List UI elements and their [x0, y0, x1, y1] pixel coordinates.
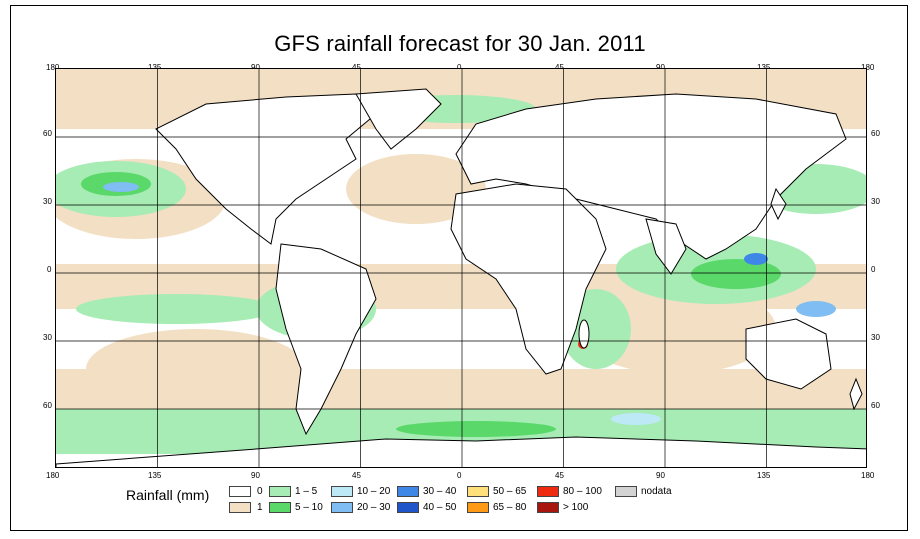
- legend-swatch-7: [397, 502, 419, 513]
- continent-outlines: [56, 88, 866, 467]
- graticule: [56, 69, 866, 467]
- rain-patch-natlantic: [346, 154, 486, 224]
- legend-label-7: 40 – 50: [423, 502, 457, 513]
- lon-tick-top-5: 0: [457, 64, 461, 72]
- lat-tick-left-4: 30: [43, 333, 52, 342]
- rain-mod-south-atlantic: [396, 421, 556, 437]
- rain-patch-indian: [576, 284, 776, 374]
- lat-tick-right-3: 0: [871, 265, 876, 274]
- rain-patch-spacific: [86, 329, 306, 409]
- map-canvas: [56, 69, 866, 467]
- chart-title: GFS rainfall forecast for 30 Jan. 2011: [274, 31, 646, 56]
- lon-tick-bottom-3: 90: [251, 471, 260, 480]
- legend-swatch-0: [229, 486, 251, 497]
- land-antarctica: [56, 436, 866, 467]
- lon-tick-bottom-8: 135: [757, 471, 771, 480]
- legend-label-6: 30 – 40: [423, 486, 457, 497]
- lon-tick-top-8: 135: [757, 64, 770, 72]
- legend-swatch-9: [467, 502, 489, 513]
- lon-tick-bottom-1: 180: [46, 471, 60, 480]
- legend-label-12: nodata: [641, 486, 672, 497]
- legend-swatch-11: [537, 502, 559, 513]
- lat-tick-left-3: 0: [47, 265, 52, 274]
- rain-very-heavy-philippines: [744, 253, 768, 265]
- legend-swatch-5: [331, 502, 353, 513]
- legend-label-1: 1: [257, 502, 263, 513]
- rain-itcz-pacific: [76, 294, 276, 324]
- legend-swatch-10: [537, 486, 559, 497]
- lon-tick-top-3: 90: [251, 64, 260, 72]
- lon-tick-bottom-7: 90: [656, 471, 665, 480]
- legend-label-11: > 100: [563, 502, 589, 513]
- lon-tick-bottom-4: 45: [352, 471, 361, 480]
- legend-swatch-8: [467, 486, 489, 497]
- legend-swatch-6: [397, 486, 419, 497]
- lon-tick-top-7: 90: [656, 64, 665, 72]
- lon-tick-bottom-5: 0: [457, 471, 462, 480]
- lat-tick-left-1: 60: [43, 129, 52, 138]
- rain-heavy-npacific: [103, 182, 139, 192]
- lon-tick-top-2: 135: [148, 64, 161, 72]
- land-greenland: [355, 88, 442, 150]
- land-africa: [450, 183, 607, 375]
- legend-label-3: 5 – 10: [295, 502, 323, 513]
- lon-tick-top-6: 45: [555, 64, 564, 72]
- lat-tick-left-2: 30: [43, 197, 52, 206]
- lat-tick-left-5: 60: [43, 401, 52, 410]
- lon-tick-top-9: 180: [861, 63, 875, 72]
- lat-tick-right-2: 30: [871, 197, 880, 206]
- legend-label-4: 10 – 20: [357, 486, 391, 497]
- land-india: [645, 218, 687, 275]
- legend-label-8: 50 – 65: [493, 486, 527, 497]
- land-madagascar: [578, 319, 590, 349]
- lat-tick-right-4: 30: [871, 333, 880, 342]
- rain-heavy-spacific: [796, 301, 836, 317]
- legend-label-0: 0: [257, 486, 263, 497]
- legend-swatch-4: [331, 486, 353, 497]
- legend-label-2: 1 – 5: [295, 486, 318, 497]
- rain-mod-indonesia: [691, 259, 781, 289]
- rainfall-map: [55, 68, 867, 468]
- legend-label-9: 65 – 80: [493, 502, 527, 513]
- legend-title: Rainfall (mm): [126, 487, 210, 503]
- lat-tick-right-1: 60: [871, 129, 880, 138]
- legend-swatch-12: [615, 486, 637, 497]
- lon-tick-bottom-9: 180: [861, 471, 875, 480]
- legend-label-5: 20 – 30: [357, 502, 391, 513]
- land-japan: [770, 187, 787, 221]
- land-australia: [745, 318, 832, 390]
- legend-swatch-2: [269, 486, 291, 497]
- rain-heavy-southern-indian: [611, 413, 661, 425]
- legend-label-10: 80 – 100: [563, 486, 602, 497]
- lon-tick-top-4: 45: [352, 64, 361, 72]
- lon-tick-bottom-6: 45: [555, 471, 564, 480]
- lon-tick-bottom-2: 135: [148, 471, 162, 480]
- lon-tick-top-1: 180: [46, 63, 60, 72]
- lat-tick-right-5: 60: [871, 401, 880, 410]
- legend-swatch-1: [229, 502, 251, 513]
- figure-frame: GFS rainfall forecast for 30 Jan. 2011 1…: [10, 5, 908, 531]
- land-north-america: [155, 93, 377, 245]
- legend-swatch-3: [269, 502, 291, 513]
